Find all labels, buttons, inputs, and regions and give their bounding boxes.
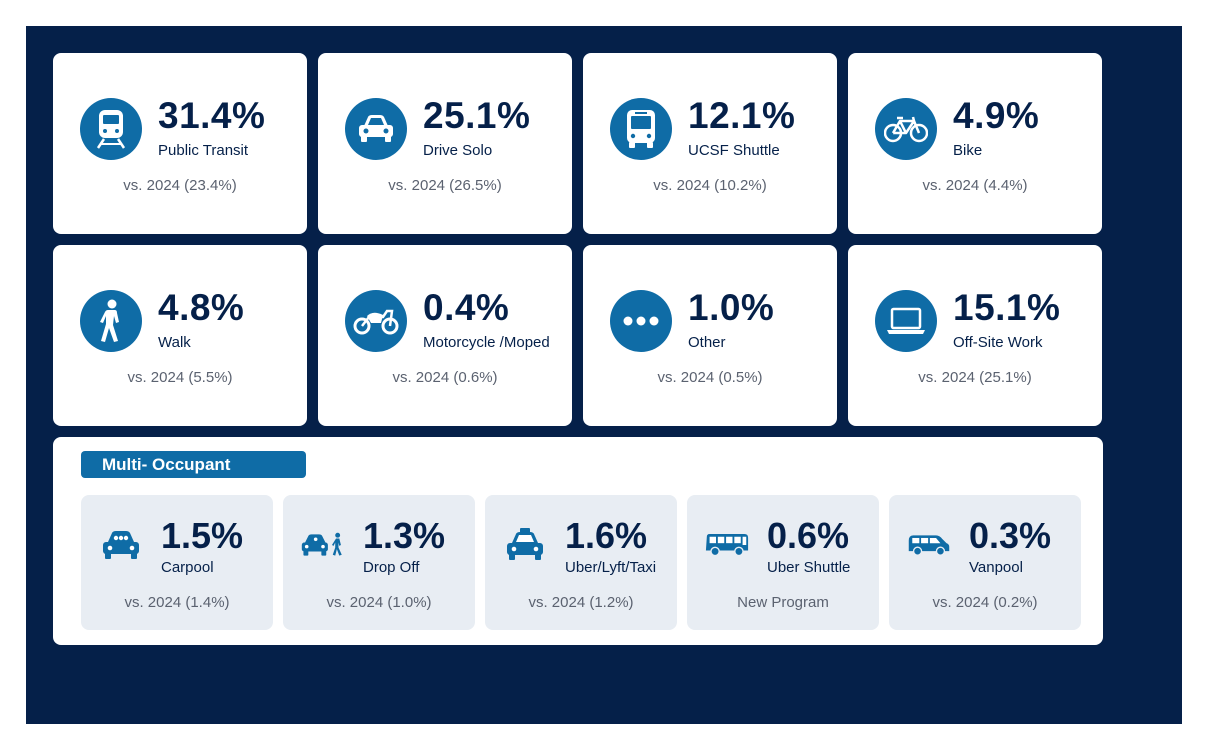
mode-percent: 12.1% (688, 95, 796, 136)
van-icon (907, 529, 951, 561)
mode-comparison: vs. 2024 (23.4%) (123, 177, 237, 194)
shuttle-bus-icon (705, 529, 749, 561)
carpool-icon (99, 529, 143, 561)
mode-percent: 31.4% (158, 95, 266, 136)
commute-mode-grid: 31.4% Public Transit vs. 2024 (23.4%) 25… (53, 53, 1103, 426)
taxi-icon (503, 528, 547, 561)
mode-comparison: vs. 2024 (26.5%) (388, 177, 502, 194)
mode-label: Walk (158, 334, 191, 351)
mode-card-uber-lyft-taxi: 1.6% Uber/Lyft/Taxi vs. 2024 (1.2%) (485, 495, 677, 630)
mode-comparison: vs. 2024 (1.0%) (326, 594, 432, 611)
mode-comparison: vs. 2024 (10.2%) (653, 177, 767, 194)
mode-card-walk: 4.8% Walk vs. 2024 (5.5%) (53, 245, 307, 426)
mode-percent: 0.3% (969, 515, 1052, 556)
mode-percent: 1.3% (363, 515, 446, 556)
walk-icon (80, 290, 142, 352)
mode-card-carpool: 1.5% Carpool vs. 2024 (1.4%) (81, 495, 273, 630)
section-title: Multi- Occupant (81, 451, 306, 478)
mode-percent: 4.8% (158, 287, 245, 328)
mode-comparison: vs. 2024 (0.2%) (932, 594, 1038, 611)
laptop-icon (875, 290, 937, 352)
mode-label: Off-Site Work (953, 334, 1043, 351)
mode-comparison: New Program (737, 594, 829, 611)
mode-label: UCSF Shuttle (688, 142, 780, 159)
mode-label: Other (688, 334, 726, 351)
mode-percent: 15.1% (953, 287, 1061, 328)
mode-comparison: vs. 2024 (1.4%) (124, 594, 230, 611)
mode-card-drive-solo: 25.1% Drive Solo vs. 2024 (26.5%) (318, 53, 572, 234)
multi-occupant-row: 1.5% Carpool vs. 2024 (1.4%) 1.3% Drop O… (81, 495, 1081, 630)
mode-card-uber-shuttle: 0.6% Uber Shuttle New Program (687, 495, 879, 630)
mode-card-off-site-work: 15.1% Off-Site Work vs. 2024 (25.1%) (848, 245, 1102, 426)
train-icon (80, 98, 142, 160)
motorcycle-icon (345, 290, 407, 352)
mode-percent: 0.4% (423, 287, 510, 328)
mode-percent: 1.6% (565, 515, 648, 556)
multi-occupant-section: Multi- Occupant 1.5% Carpool vs. 2024 (1… (53, 437, 1103, 645)
mode-card-public-transit: 31.4% Public Transit vs. 2024 (23.4%) (53, 53, 307, 234)
car-icon (345, 98, 407, 160)
mode-comparison: vs. 2024 (0.5%) (657, 369, 763, 386)
mode-percent: 0.6% (767, 515, 850, 556)
mode-label: Public Transit (158, 142, 249, 159)
mode-percent: 25.1% (423, 95, 531, 136)
mode-card-other: 1.0% Other vs. 2024 (0.5%) (583, 245, 837, 426)
mode-label: Carpool (161, 559, 214, 576)
mode-card-ucsf-shuttle: 12.1% UCSF Shuttle vs. 2024 (10.2%) (583, 53, 837, 234)
ellipsis-icon (610, 290, 672, 352)
mode-percent: 4.9% (953, 95, 1040, 136)
mode-comparison: vs. 2024 (25.1%) (918, 369, 1032, 386)
mode-percent: 1.0% (688, 287, 775, 328)
mode-label: Drive Solo (423, 142, 493, 159)
mode-label: Uber Shuttle (767, 559, 851, 576)
mode-comparison: vs. 2024 (0.6%) (392, 369, 498, 386)
mode-label: Bike (953, 142, 983, 159)
mode-comparison: vs. 2024 (5.5%) (127, 369, 233, 386)
mode-comparison: vs. 2024 (4.4%) (922, 177, 1028, 194)
mode-label: Vanpool (969, 559, 1023, 576)
mode-label: Drop Off (363, 559, 420, 576)
mode-card-vanpool: 0.3% Vanpool vs. 2024 (0.2%) (889, 495, 1081, 630)
mode-card-drop-off: 1.3% Drop Off vs. 2024 (1.0%) (283, 495, 475, 630)
mode-comparison: vs. 2024 (1.2%) (528, 594, 634, 611)
mode-label: Uber/Lyft/Taxi (565, 559, 657, 576)
mode-label: Motorcycle /Moped (423, 334, 550, 351)
drop-off-icon (301, 529, 345, 561)
bus-icon (610, 98, 672, 160)
mode-card-motorcycle: 0.4% Motorcycle /Moped vs. 2024 (0.6%) (318, 245, 572, 426)
mode-percent: 1.5% (161, 515, 244, 556)
bike-icon (875, 98, 937, 160)
mode-card-bike: 4.9% Bike vs. 2024 (4.4%) (848, 53, 1102, 234)
